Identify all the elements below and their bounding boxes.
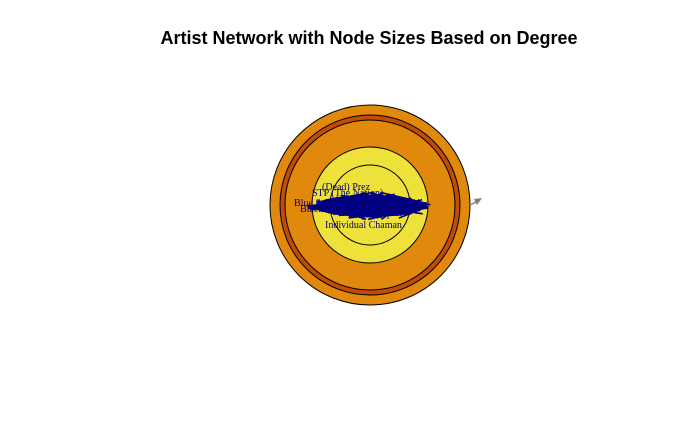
node-label-dilated-peoples: Dilated Peoples: [340, 208, 403, 219]
edge-core: [315, 195, 425, 217]
chart-title: Artist Network with Node Sizes Based on …: [160, 28, 578, 48]
node-label-blue-scholars: Blue Scholars (Blue Whale): [294, 198, 406, 209]
edge-cluster: [306, 191, 431, 221]
node-label-blackalicious: Blackalicious: [300, 204, 355, 215]
node-label-individual: Individual Chaman: [325, 220, 402, 231]
node-label-stp: STP (The Nation): [312, 188, 383, 199]
node-label-dead-prez: (Dead) Prez: [322, 182, 371, 193]
arrow-icon: [469, 198, 482, 206]
